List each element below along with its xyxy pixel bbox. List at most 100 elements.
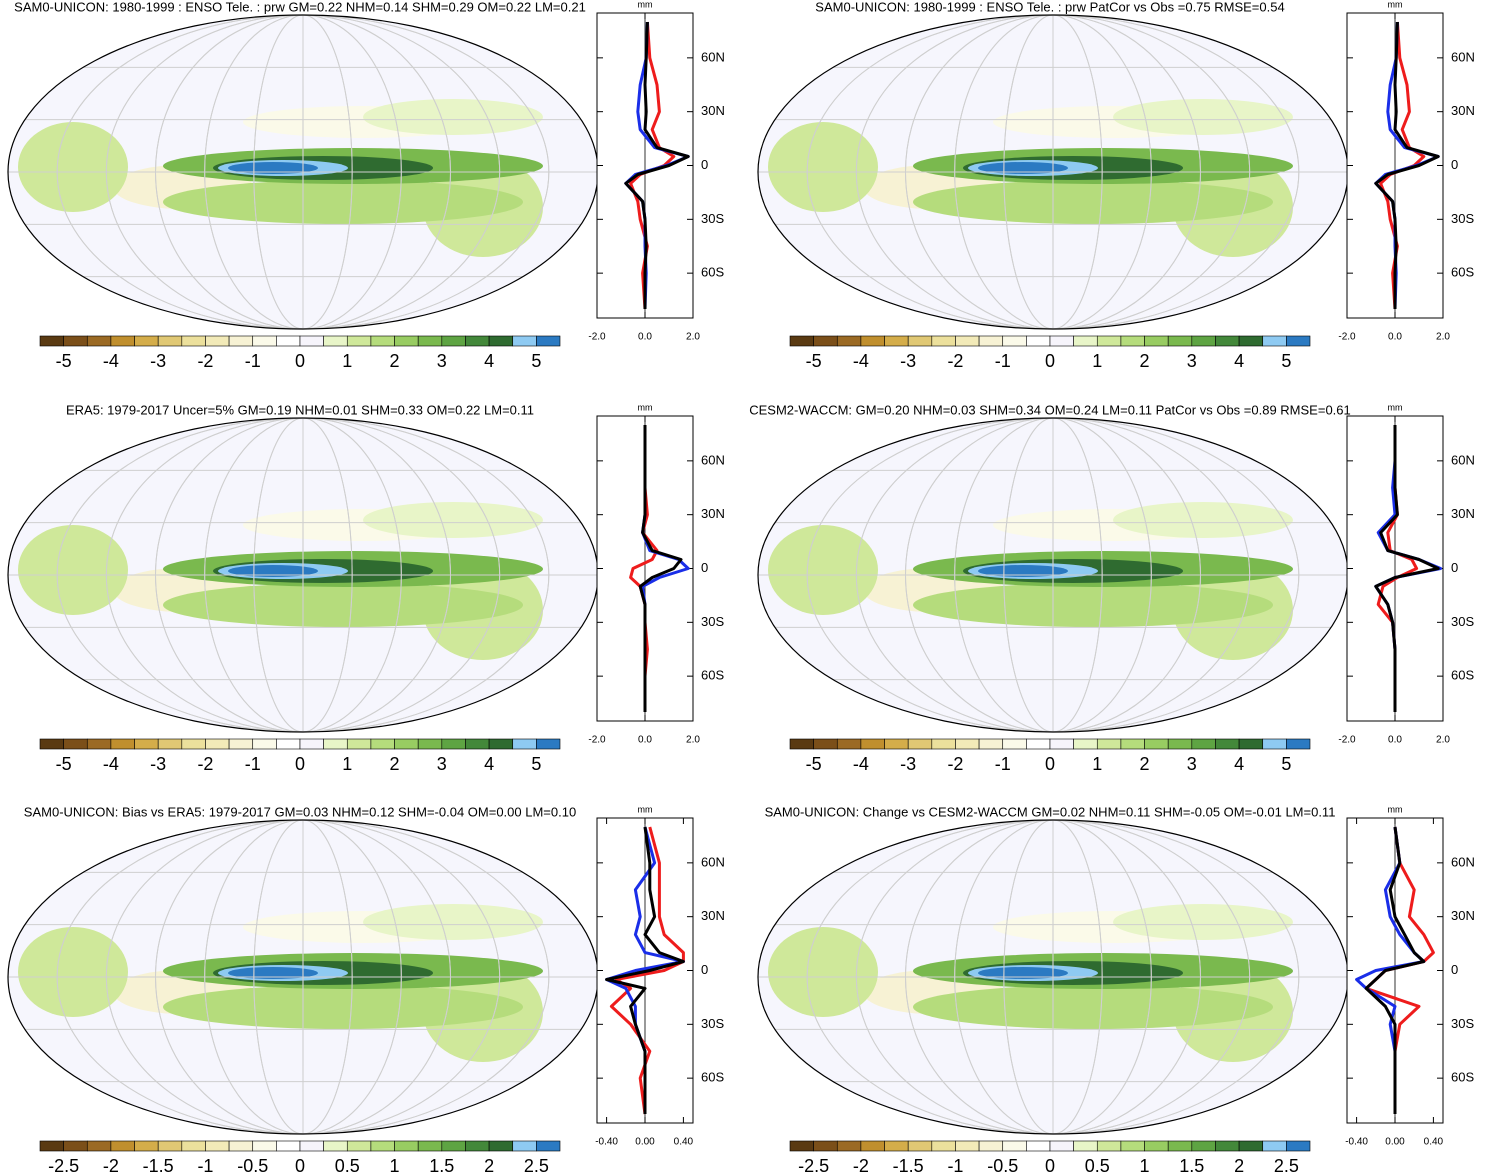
zonal-mean-line bbox=[1374, 21, 1440, 309]
colorbar-box bbox=[110, 1140, 135, 1152]
colorbar-label: 2 bbox=[1140, 351, 1150, 371]
colorbar-label: -2 bbox=[103, 1156, 119, 1174]
colorbar-box bbox=[1049, 335, 1074, 347]
map-shading bbox=[768, 927, 878, 1017]
y-tick-label: 30N bbox=[1451, 908, 1475, 923]
x-axis-label: mm bbox=[638, 804, 653, 814]
x-tick-label: -2.0 bbox=[1338, 735, 1356, 746]
colorbar-box bbox=[1096, 738, 1122, 750]
map-shading bbox=[978, 967, 1068, 979]
colorbar-box bbox=[1215, 335, 1240, 347]
colorbar-box bbox=[488, 1140, 514, 1152]
colorbar-label: 4 bbox=[1234, 754, 1244, 774]
colorbar-label: 1 bbox=[1092, 351, 1102, 371]
map-meridian bbox=[253, 418, 353, 732]
colorbar-box bbox=[1073, 1140, 1098, 1152]
x-axis-label: mm bbox=[638, 0, 653, 9]
y-tick-label: 0 bbox=[1451, 560, 1458, 575]
y-tick-label: 60S bbox=[1451, 265, 1474, 280]
colorbar-label: 2 bbox=[390, 351, 400, 371]
colorbar-label: -3 bbox=[900, 351, 916, 371]
colorbar-box bbox=[63, 335, 88, 347]
colorbar-box bbox=[1144, 1140, 1169, 1152]
colorbar-label: 5 bbox=[1281, 351, 1291, 371]
colorbar-label: -1 bbox=[197, 1156, 213, 1174]
colorbar-box bbox=[181, 335, 206, 347]
y-tick-label: 0 bbox=[701, 962, 708, 977]
colorbar-box bbox=[134, 738, 159, 750]
colorbar-label: -1 bbox=[995, 351, 1011, 371]
colorbar-box bbox=[1215, 738, 1240, 750]
colorbar-label: -1 bbox=[947, 1156, 963, 1174]
colorbar-box bbox=[1002, 1140, 1027, 1152]
y-tick-label: 60S bbox=[1451, 668, 1474, 683]
colorbar-label: 0 bbox=[1045, 351, 1055, 371]
colorbar-box bbox=[252, 1140, 277, 1152]
colorbar-box bbox=[39, 1140, 64, 1152]
x-tick-label: -0.40 bbox=[1345, 1137, 1368, 1148]
y-tick-label: 60N bbox=[1451, 854, 1475, 869]
colorbar-box bbox=[1073, 335, 1098, 347]
colorbar-label: -0.5 bbox=[237, 1156, 268, 1174]
panel-title: CESM2-WACCM: GM=0.20 NHM=0.03 SHM=0.34 O… bbox=[749, 402, 1351, 417]
colorbar-label: -4 bbox=[853, 351, 869, 371]
colorbar-box bbox=[813, 1140, 838, 1152]
colorbar-box bbox=[323, 335, 348, 347]
map-meridian bbox=[204, 15, 402, 329]
map-meridian bbox=[954, 820, 1152, 1134]
y-tick-label: 0 bbox=[701, 157, 708, 172]
map-shading bbox=[163, 180, 523, 224]
colorbar-box bbox=[465, 738, 490, 750]
colorbar-box bbox=[1238, 335, 1264, 347]
map-meridian bbox=[954, 418, 1152, 732]
colorbar-box bbox=[181, 738, 206, 750]
colorbar-label: 3 bbox=[437, 351, 447, 371]
map-shading bbox=[18, 122, 128, 212]
map-meridian bbox=[56, 820, 550, 1134]
colorbar-box bbox=[1191, 738, 1216, 750]
colorbar-box bbox=[931, 738, 956, 750]
map-shading bbox=[1113, 99, 1293, 135]
colorbar-box bbox=[1238, 1140, 1264, 1152]
colorbar-label: -5 bbox=[806, 754, 822, 774]
panel-title: SAM0-UNICON: 1980-1999 : ENSO Tele. : pr… bbox=[815, 0, 1284, 14]
map-meridian bbox=[905, 820, 1201, 1134]
colorbar-box bbox=[1167, 738, 1193, 750]
colorbar-label: -4 bbox=[103, 351, 119, 371]
y-tick-label: 0 bbox=[701, 560, 708, 575]
map-meridian bbox=[806, 418, 1300, 732]
colorbar-label: 2.5 bbox=[524, 1156, 549, 1174]
x-axis-label: mm bbox=[1388, 402, 1403, 412]
x-tick-label: 2.0 bbox=[1436, 332, 1450, 343]
colorbar-box bbox=[205, 738, 230, 750]
colorbar-label: 0.5 bbox=[1085, 1156, 1110, 1174]
map-meridian bbox=[204, 820, 402, 1134]
colorbar-box bbox=[907, 335, 933, 347]
colorbar-box bbox=[1073, 738, 1098, 750]
colorbar-label: -5 bbox=[56, 754, 72, 774]
x-tick-label: 0.0 bbox=[638, 332, 652, 343]
map-shading bbox=[228, 967, 318, 979]
colorbar-box bbox=[370, 1140, 395, 1152]
map-shading bbox=[363, 502, 543, 538]
map-shading bbox=[163, 985, 523, 1029]
map bbox=[8, 15, 598, 329]
colorbar-box bbox=[1026, 1140, 1051, 1152]
colorbar-box bbox=[836, 1140, 862, 1152]
map-meridian bbox=[56, 418, 550, 732]
colorbar-box bbox=[394, 738, 419, 750]
colorbar-box bbox=[488, 335, 514, 347]
y-tick-label: 30N bbox=[701, 908, 725, 923]
map-meridian bbox=[105, 15, 501, 329]
colorbar-label: 5 bbox=[1281, 754, 1291, 774]
colorbar-box bbox=[1286, 1140, 1311, 1152]
y-tick-label: 60N bbox=[1451, 452, 1475, 467]
colorbar-box bbox=[884, 1140, 909, 1152]
colorbar-box bbox=[370, 335, 395, 347]
y-tick-label: 30S bbox=[701, 1016, 724, 1031]
colorbar-label: -4 bbox=[853, 754, 869, 774]
colorbar-label: 1 bbox=[1140, 1156, 1150, 1174]
colorbar-box bbox=[884, 335, 909, 347]
colorbar-box bbox=[370, 738, 395, 750]
